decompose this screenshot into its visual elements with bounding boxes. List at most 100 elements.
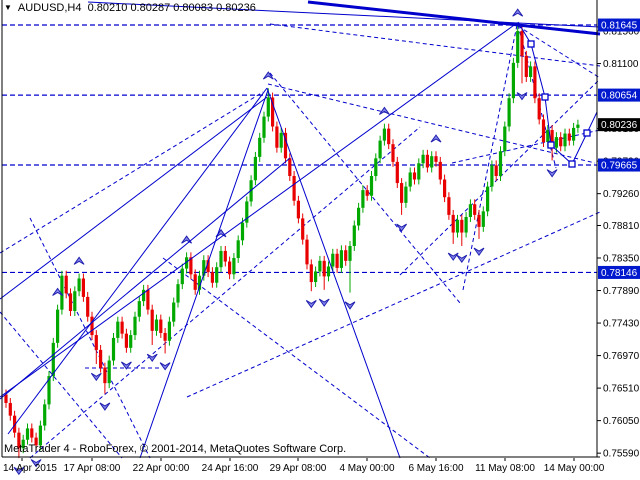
trend-line[interactable]	[7, 87, 268, 435]
fractal-down-icon	[159, 362, 171, 371]
fractal-up-icon	[378, 106, 390, 115]
fractal-down-icon	[30, 459, 42, 468]
fractal-down-icon	[516, 92, 528, 101]
candle-body	[348, 245, 352, 261]
candle-body	[215, 267, 219, 283]
time-axis-label: 11 May 08:00	[475, 463, 535, 474]
zigzag-node[interactable]	[541, 93, 549, 101]
candle-body	[219, 250, 223, 268]
candle-body	[103, 367, 107, 384]
candle-body	[576, 124, 580, 128]
candle-body	[572, 127, 576, 141]
price-level-badge-label: 0.78146	[601, 268, 638, 279]
channel-line-dashed[interactable]	[269, 23, 601, 67]
candle-body	[116, 321, 120, 338]
candle-body	[541, 119, 546, 143]
candle-body	[498, 151, 503, 176]
candle-body	[185, 257, 189, 269]
price-tick-label: 0.76510	[603, 384, 640, 395]
channel-line-dashed[interactable]	[517, 24, 557, 169]
candle-body	[305, 239, 309, 265]
candle-body	[99, 349, 103, 368]
candle-body	[262, 116, 266, 138]
channel-line-dashed[interactable]	[29, 126, 421, 459]
zigzag-node[interactable]	[583, 129, 591, 137]
price-level-badge-label: 0.80654	[601, 91, 638, 102]
candle-body	[73, 291, 77, 312]
fractal-up-icon	[181, 235, 193, 244]
channel-line-dashed[interactable]	[0, 311, 123, 459]
fractal-up-icon	[262, 71, 274, 80]
channel-line-dashed[interactable]	[269, 72, 461, 304]
candle-body	[288, 158, 292, 176]
candle-body	[90, 316, 94, 336]
time-axis-label: 29 Apr 08:00	[270, 463, 327, 474]
candle-body	[94, 335, 98, 350]
price-level-badge-label: 0.81645	[601, 21, 638, 32]
candle-body	[137, 301, 141, 317]
candle-body	[172, 302, 176, 322]
candle-body	[468, 204, 472, 217]
candle-body	[210, 272, 214, 283]
time-axis-label: 14 Apr 2015	[3, 463, 57, 474]
candle-body	[537, 98, 541, 120]
candle-body	[64, 275, 68, 294]
candle-body	[34, 437, 38, 446]
symbol-dropdown-icon[interactable]: ▼	[4, 3, 12, 12]
channel-line-dashed[interactable]	[162, 257, 431, 459]
fractal-down-icon	[146, 353, 158, 363]
candle-body	[283, 132, 288, 159]
candle-body	[142, 289, 146, 302]
candle-body	[563, 133, 567, 147]
channel-line-dashed[interactable]	[462, 24, 518, 291]
fractal-up-icon	[512, 8, 524, 17]
zigzag-node[interactable]	[547, 141, 555, 149]
channel-line-dashed[interactable]	[451, 129, 601, 164]
candle-body	[301, 218, 305, 240]
trend-line[interactable]	[0, 96, 268, 300]
time-axis-label: 24 Apr 16:00	[202, 463, 259, 474]
channel-line-dashed[interactable]	[29, 217, 151, 459]
price-level-badge	[598, 88, 640, 102]
candle-body	[412, 172, 417, 180]
trend-line[interactable]	[307, 0, 601, 36]
trend-line[interactable]	[0, 22, 518, 398]
candle-body	[490, 165, 494, 187]
candle-body	[374, 158, 378, 176]
candle-body	[30, 428, 34, 438]
candle-body	[120, 321, 124, 334]
channel-line-dashed[interactable]	[0, 91, 264, 254]
time-axis-label: 17 Apr 08:00	[64, 463, 121, 474]
candle-body	[365, 190, 369, 196]
candle-body	[524, 55, 528, 77]
candle-body	[464, 216, 468, 233]
fractal-down-icon	[13, 466, 25, 476]
candle-body	[318, 260, 322, 272]
candle-body	[232, 258, 236, 275]
candle-body	[146, 289, 150, 310]
candle-body	[408, 172, 412, 187]
price-tick-label: 0.77430	[603, 319, 640, 330]
trend-line[interactable]	[87, 1, 601, 28]
channel-line-dashed[interactable]	[517, 25, 601, 79]
current-price-badge-label: 0.80236	[601, 120, 638, 131]
fractal-up-icon	[73, 256, 85, 265]
channel-line-dashed[interactable]	[186, 211, 601, 398]
candle-body	[271, 97, 275, 127]
trend-line[interactable]	[266, 87, 401, 459]
trend-line[interactable]	[139, 89, 269, 459]
candle-body	[326, 266, 331, 277]
candle-body	[533, 66, 537, 99]
ohlc-values: 0.80210 0.80287 0.80083 0.80236	[87, 2, 256, 14]
zigzag-node[interactable]	[527, 40, 535, 48]
zigzag-node[interactable]	[568, 160, 576, 168]
candle-body	[447, 197, 451, 215]
trend-line[interactable]	[0, 157, 291, 400]
candle-body	[43, 404, 47, 426]
candle-body	[361, 190, 365, 208]
price-level-badge	[598, 18, 640, 32]
candle-body	[331, 253, 335, 267]
candle-body	[567, 133, 571, 141]
channel-line-dashed[interactable]	[267, 83, 596, 164]
